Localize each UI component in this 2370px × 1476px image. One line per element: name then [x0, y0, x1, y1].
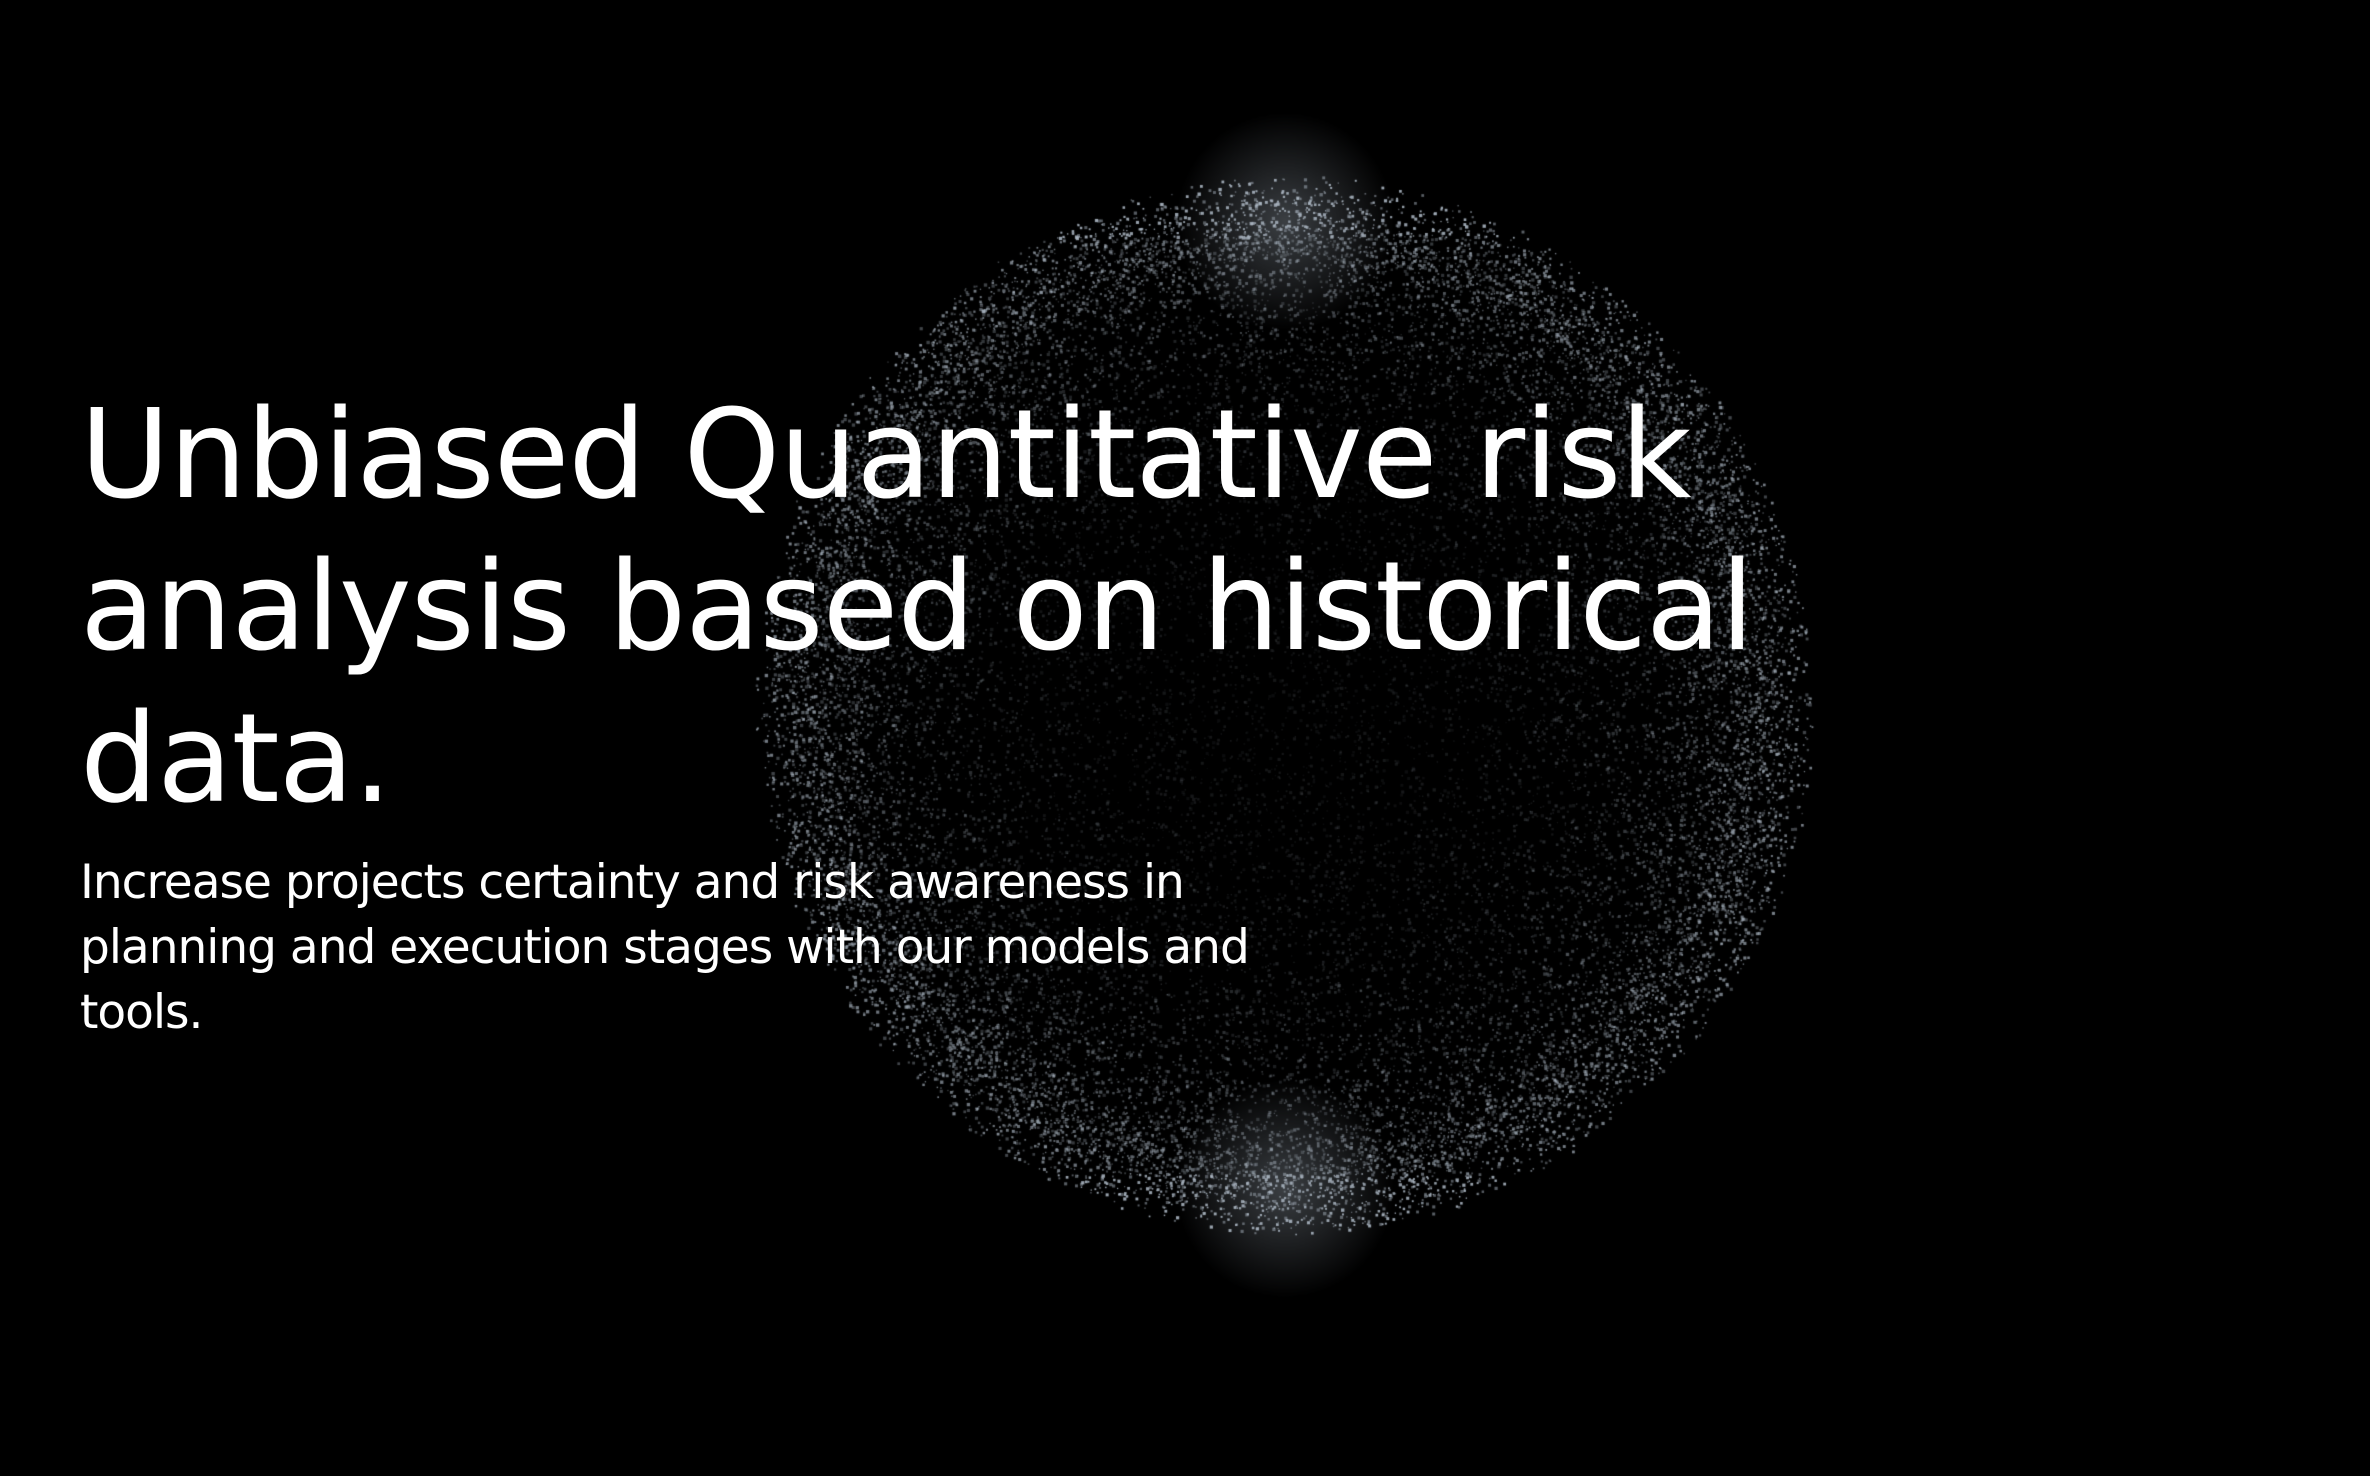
hero-subtitle: Increase projects certainty and risk awa… — [80, 850, 1360, 1045]
hero-subtitle-line: tools. — [80, 985, 203, 1040]
hero-subtitle-line: Increase projects certainty and risk awa… — [80, 855, 1185, 910]
hero-subtitle-line: planning and execution stages with our m… — [80, 920, 1250, 975]
hero-title-line: Unbiased Quantitative risk — [80, 384, 1692, 527]
hero-title: Unbiased Quantitative risk analysis base… — [80, 380, 1780, 836]
hero-title-line: data. — [80, 688, 392, 831]
hero-section: Unbiased Quantitative risk analysis base… — [80, 380, 1780, 1045]
hero-title-line: analysis based on historical — [80, 536, 1754, 679]
